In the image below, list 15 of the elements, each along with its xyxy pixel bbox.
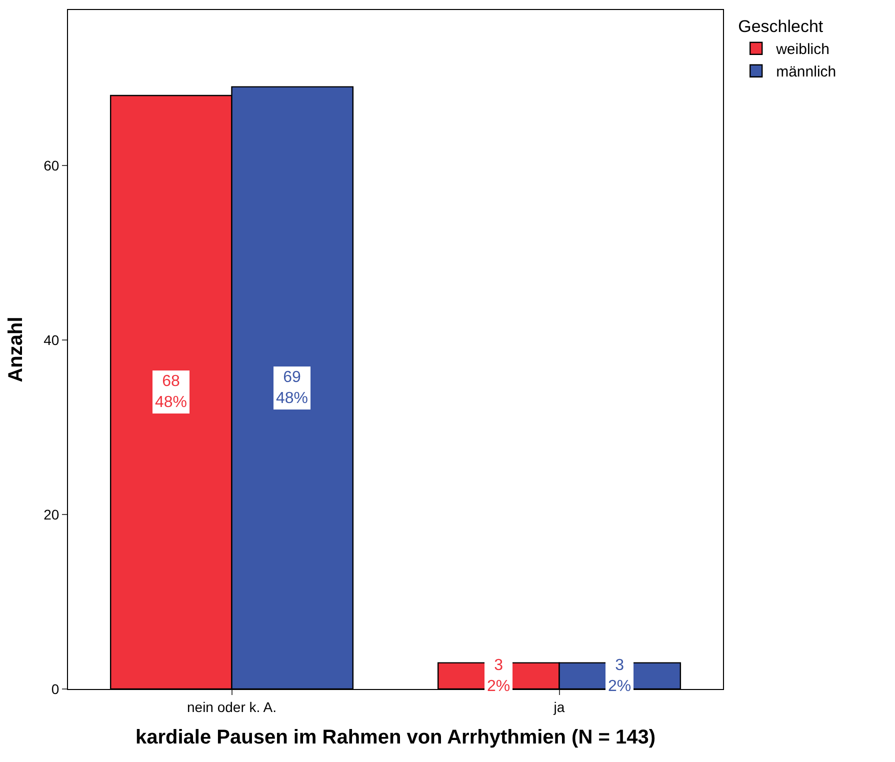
y-tick-label: 20 — [44, 506, 60, 522]
y-tick-label: 40 — [44, 332, 60, 348]
legend-label: männlich — [776, 64, 836, 81]
legend-label: weiblich — [775, 41, 830, 58]
x-tick-label: ja — [552, 698, 565, 715]
y-tick-label: 0 — [51, 680, 60, 697]
legend-title: Geschlecht — [738, 17, 824, 36]
data-label: 3 2% — [487, 657, 510, 695]
data-label: 3 2% — [608, 657, 632, 695]
x-tick-label: nein oder k. A. — [186, 698, 277, 715]
y-tick-label: 60 — [44, 157, 60, 174]
data-label: 68 48% — [155, 373, 188, 411]
y-axis-title: Anzahl — [5, 316, 28, 382]
x-axis-title: kardiale Pausen im Rahmen von Arrhythmien (N = 143) — [136, 726, 656, 748]
data-label: 69 48% — [276, 369, 308, 407]
